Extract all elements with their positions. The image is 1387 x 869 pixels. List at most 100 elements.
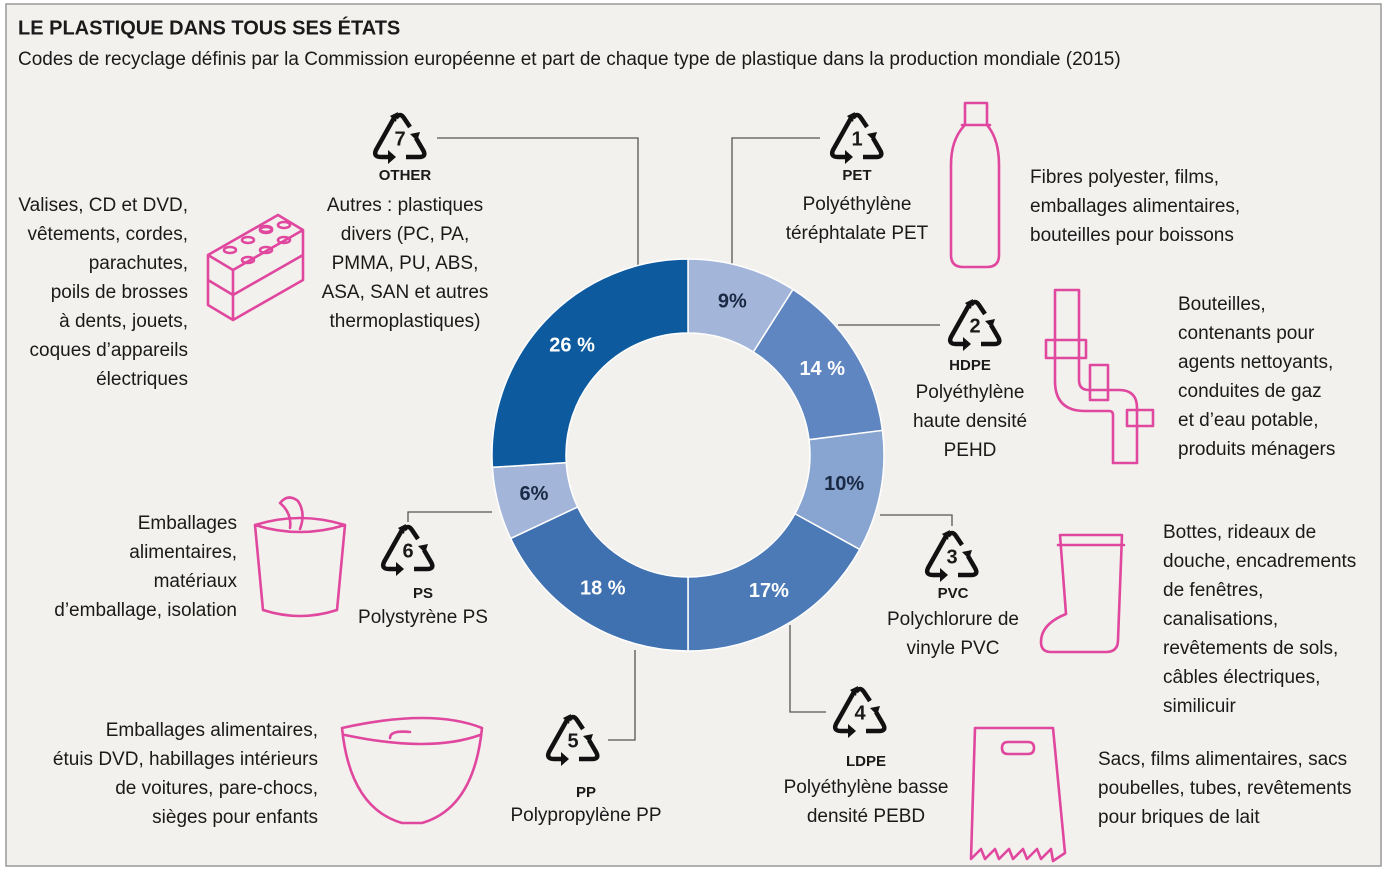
plastic-uses: emballages alimentaires, <box>1030 196 1240 217</box>
recycling-code: 5 <box>567 730 578 752</box>
plastic-name: thermoplastiques) <box>329 311 480 332</box>
lego-icon <box>206 213 305 322</box>
plastic-abbreviation: PP <box>576 784 596 801</box>
recycling-arrowheads <box>396 524 428 576</box>
plastic-uses: similicuir <box>1163 696 1237 717</box>
plastic-abbreviation: PET <box>842 167 871 184</box>
plastic-uses: Valises, CD et DVD, <box>18 195 188 216</box>
plastic-abbreviation: LDPE <box>846 753 886 770</box>
plastic-abbreviation: PS <box>413 585 433 602</box>
value-label: 26 % <box>549 334 595 356</box>
plastic-name: densité PEBD <box>807 806 925 827</box>
plastic-uses: Bouteilles, <box>1178 294 1266 315</box>
plastic-uses: Emballages <box>138 513 237 534</box>
plastic-uses: poubelles, tubes, revêtements <box>1098 778 1352 799</box>
plastic-uses: bouteilles pour boissons <box>1030 225 1234 246</box>
recycling-code: 2 <box>969 315 980 337</box>
leader-line <box>789 625 826 713</box>
plastic-uses: Sacs, films alimentaires, sacs <box>1098 749 1347 770</box>
recycling-symbol: 2 <box>947 299 1002 351</box>
bag-icon <box>969 726 1067 863</box>
plastic-uses: produits ménagers <box>1178 439 1335 460</box>
plastic-uses: pour briques de lait <box>1098 807 1260 828</box>
donut-segment <box>491 258 689 469</box>
leader-line <box>731 137 820 264</box>
leader-lines <box>407 137 953 741</box>
recycling-arrowheads <box>561 714 593 766</box>
value-label: 14 % <box>799 358 845 380</box>
plastic-uses: électriques <box>96 369 188 390</box>
pipe-icon <box>1044 288 1155 465</box>
plastic-abbreviation: PVC <box>938 585 969 602</box>
plastic-uses: Emballages alimentaires, <box>106 720 318 741</box>
plastic-name: ASA, SAN et autres <box>322 282 489 303</box>
value-label: 10% <box>824 473 864 495</box>
plastic-name: Polyéthylène <box>803 194 912 215</box>
recycling-symbol: 4 <box>832 686 887 738</box>
plastic-name: téréphtalate PET <box>786 223 929 244</box>
plastic-name: Autres : plastiques <box>327 195 483 216</box>
bowl-icon <box>340 716 484 825</box>
plastic-name: Polypropylène PP <box>510 805 661 826</box>
leader-line <box>437 137 639 270</box>
plastic-name: Polystyrène PS <box>358 607 488 628</box>
recycling-symbol: 1 <box>829 112 884 164</box>
plastic-abbreviation: OTHER <box>379 167 432 184</box>
recycling-arrowheads <box>388 112 420 164</box>
plastic-uses: alimentaires, <box>129 542 237 563</box>
leader-line <box>880 514 953 526</box>
title: LE PLASTIQUE DANS TOUS SES ÉTATS <box>18 16 400 39</box>
plastic-uses: conduites de gaz <box>1178 381 1322 402</box>
plastic-uses: sièges pour enfants <box>152 807 318 828</box>
recycling-symbol: 7 <box>372 112 427 164</box>
frame <box>5 3 1382 867</box>
yogurt-icon <box>253 496 347 618</box>
plastic-uses: Fibres polyester, films, <box>1030 167 1219 188</box>
value-label: 18 % <box>580 578 626 600</box>
plastic-uses: matériaux <box>154 571 238 592</box>
plastic-uses: revêtements de sols, <box>1163 638 1338 659</box>
lego-studs <box>222 220 292 265</box>
plastic-uses: vêtements, cordes, <box>27 224 188 245</box>
plastic-uses: et d’eau potable, <box>1178 410 1319 431</box>
plastic-uses: étuis DVD, habillages intérieurs <box>53 749 318 770</box>
recycling-code: 4 <box>854 702 866 724</box>
plastic-uses: douche, encadrements <box>1163 551 1356 572</box>
recycling-arrowheads <box>845 112 877 164</box>
subtitle: Codes de recyclage définis par la Commis… <box>18 49 1121 70</box>
plastic-uses: parachutes, <box>89 253 188 274</box>
plastic-name: haute densité <box>913 411 1027 432</box>
plastic-name: vinyle PVC <box>907 638 1000 659</box>
donut-segment <box>509 505 689 652</box>
recycling-arrowheads <box>848 686 880 738</box>
recycling-symbol: 3 <box>924 530 979 582</box>
boot-icon <box>1039 533 1126 654</box>
recycling-code: 1 <box>851 128 862 150</box>
value-label: 9% <box>718 291 747 313</box>
recycling-code: 7 <box>394 128 405 150</box>
recycling-symbol: 5 <box>545 714 600 766</box>
plastic-uses: d’emballage, isolation <box>54 600 237 621</box>
recycling-symbol: 6 <box>380 524 435 576</box>
value-label: 17% <box>749 580 789 602</box>
recycling-code: 6 <box>402 540 413 562</box>
plastic-name: divers (PC, PA, <box>341 224 469 245</box>
recycling-code: 3 <box>946 546 957 568</box>
plastic-name: PMMA, PU, ABS, <box>332 253 479 274</box>
plastic-uses: à dents, jouets, <box>59 311 188 332</box>
plastic-uses: de fenêtres, <box>1163 580 1263 601</box>
plastic-uses: agents nettoyants, <box>1178 352 1333 373</box>
leader-line <box>407 511 492 522</box>
plastic-name: PEHD <box>944 440 997 461</box>
plastic-name: Polyéthylène <box>916 382 1025 403</box>
plastic-uses: poils de brosses <box>51 282 188 303</box>
recycling-arrowheads <box>963 299 995 351</box>
plastic-uses: coques d’appareils <box>30 340 188 361</box>
plastic-uses: câbles électriques, <box>1163 667 1320 688</box>
plastic-name: Polychlorure de <box>887 609 1019 630</box>
plastic-uses: de voitures, pare-chocs, <box>115 778 318 799</box>
value-label: 6% <box>520 483 549 505</box>
plastic-name: Polyéthylène basse <box>784 777 949 798</box>
plastic-uses: canalisations, <box>1163 609 1278 630</box>
